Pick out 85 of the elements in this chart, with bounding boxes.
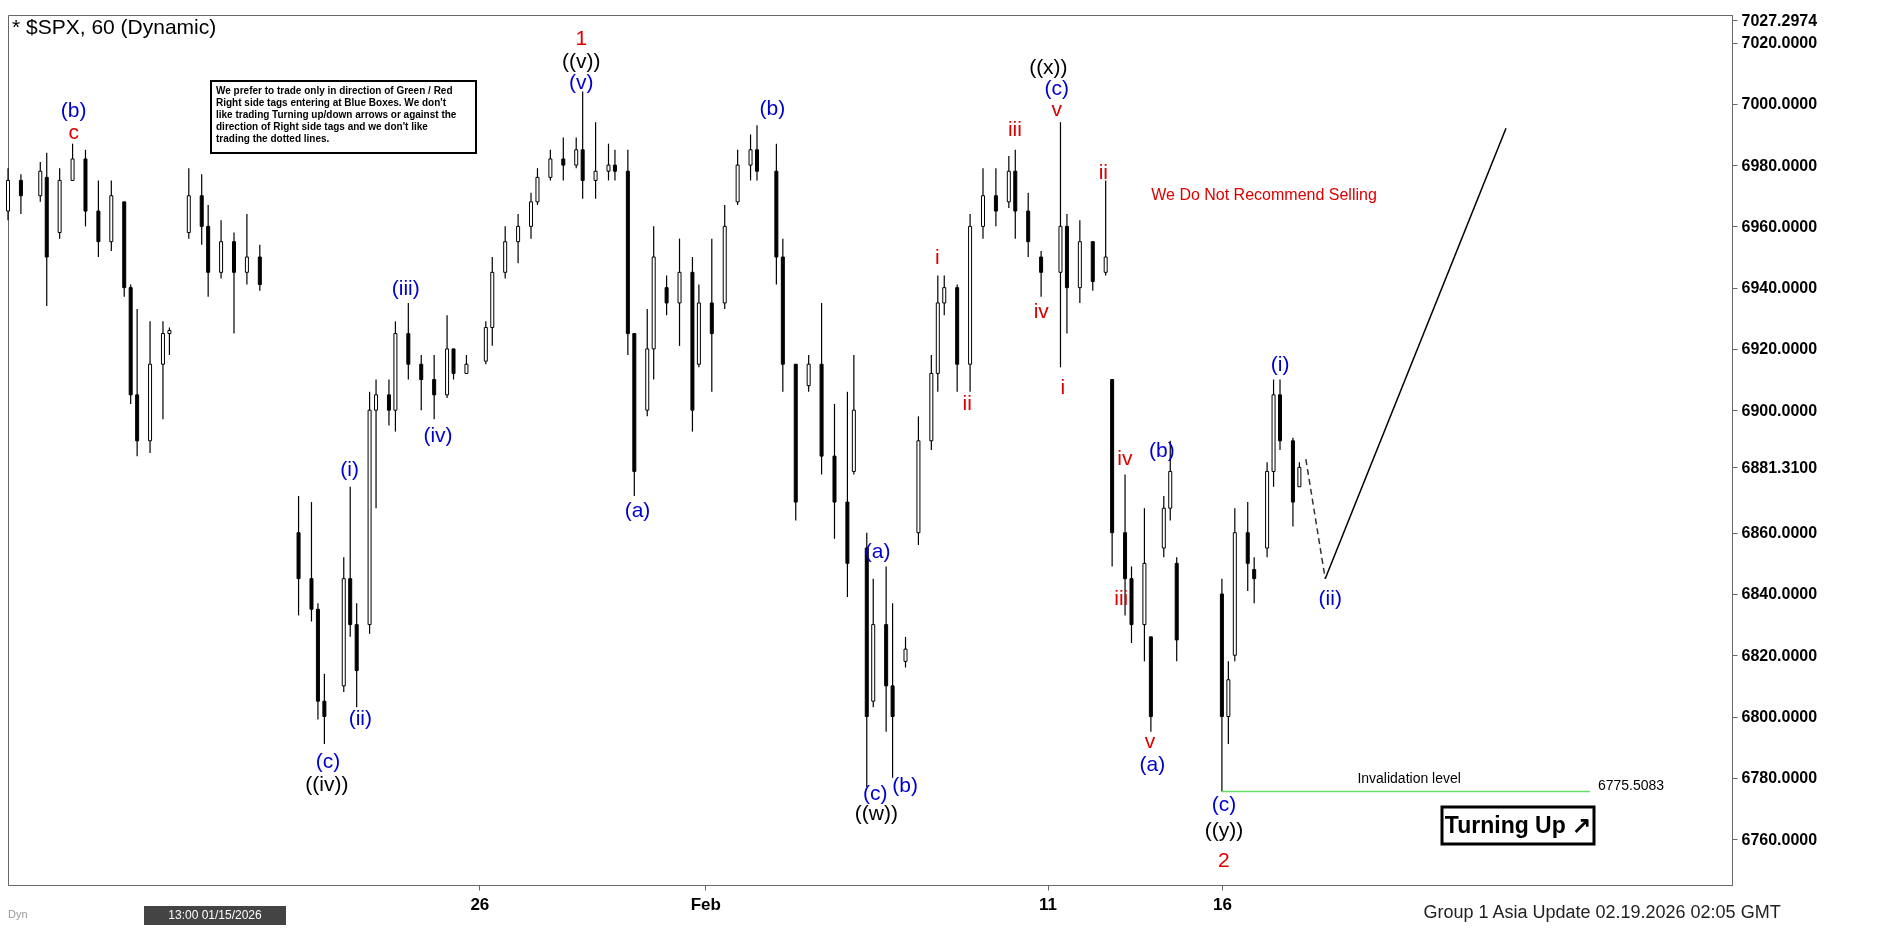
- y-tick-label: 6940.0000: [1741, 279, 1818, 297]
- annotation: (c): [1211, 792, 1237, 816]
- y-tick-label: 6760.0000: [1741, 830, 1818, 848]
- y-tick-label: 6900.0000: [1741, 401, 1818, 419]
- candlestick: [612, 149, 617, 182]
- data-label: 6775.5083: [1597, 776, 1665, 793]
- candlestick: [374, 378, 379, 509]
- annotation: iii: [1007, 117, 1022, 141]
- annotation: ((x)): [1029, 54, 1068, 78]
- candlestick: [1103, 179, 1108, 276]
- y-tick-label: 7027.2974: [1741, 11, 1818, 29]
- candlestick: [1039, 250, 1044, 298]
- annotation: (b): [60, 98, 87, 122]
- candlestick: [386, 378, 391, 427]
- x-tick-label: 26: [470, 894, 490, 914]
- candlestick: [755, 124, 759, 182]
- annotation: (iii): [391, 275, 420, 299]
- x-tick-label: Feb: [690, 894, 721, 914]
- candlestick: [806, 354, 811, 393]
- candlestick: [664, 274, 669, 316]
- candlestick: [1297, 461, 1302, 488]
- series-label: Invalidation level: [1357, 769, 1461, 786]
- annotation: c: [68, 119, 79, 143]
- annotation: iv: [1033, 299, 1050, 323]
- y-tick-label: 6780.0000: [1741, 769, 1818, 787]
- text: 13:00 01/15/2026: [168, 908, 263, 922]
- candlestick: [464, 354, 469, 375]
- annotation: v: [1144, 728, 1156, 752]
- text: Dyn: [8, 908, 28, 920]
- y-tick-label: 6840.0000: [1741, 585, 1818, 603]
- annotation: (b): [892, 773, 918, 797]
- annotation: ii: [962, 391, 972, 415]
- annotation: We prefer to trade only in direction of Green / Red Right side tags entering at Blue Boxes. We don't like trading Turning up/down arrows or against the direction of Right side tags and we don't like trading the dotted lines.: [216, 85, 457, 144]
- y-tick-label: 6960.0000: [1741, 217, 1818, 235]
- y-tick-label: 6881.3100: [1741, 458, 1818, 476]
- text: Group 1 Asia Update 02.19.2026 02:05 GMT: [1423, 902, 1781, 922]
- candlestick: [606, 143, 611, 182]
- annotation: ii: [1098, 159, 1108, 183]
- x-tick-label: 11: [1039, 894, 1058, 914]
- candlestick: [70, 143, 75, 182]
- candlestick: [244, 213, 249, 286]
- x-tick-label: 16: [1212, 894, 1232, 914]
- annotation: (i): [1270, 352, 1290, 376]
- annotation: (ii): [1318, 586, 1342, 610]
- y-tick-label: 6800.0000: [1741, 708, 1818, 726]
- candlestick: [322, 673, 327, 745]
- candlestick: [903, 636, 908, 669]
- candlestick: [516, 213, 521, 264]
- candlestick: [561, 136, 566, 182]
- candlestick: [419, 354, 424, 411]
- candlestick: [18, 173, 23, 215]
- y-tick-label: 6920.0000: [1741, 340, 1818, 358]
- y-tick-label: 7000.0000: [1741, 95, 1818, 113]
- annotation: (iv): [423, 422, 453, 446]
- annotation: i: [934, 245, 940, 269]
- annotation: (i): [340, 456, 359, 480]
- annotation: (a): [1139, 752, 1166, 776]
- candlestick: [942, 274, 947, 316]
- annotation: (c): [315, 748, 341, 772]
- annotation: Turning Up ↗: [1444, 812, 1592, 838]
- candlestick: [574, 136, 579, 169]
- candlestick: [1252, 556, 1257, 604]
- candlestick: [167, 326, 172, 356]
- annotation: iv: [1117, 446, 1133, 470]
- annotation: i: [1060, 374, 1066, 398]
- y-tick-label: 6820.0000: [1741, 646, 1818, 664]
- annotation: We Do Not Recommend Selling: [1151, 186, 1377, 203]
- annotation: (ii): [348, 706, 373, 730]
- y-tick-label: 6980.0000: [1741, 156, 1818, 174]
- annotation: ((v)): [562, 49, 601, 73]
- annotation: (b): [759, 96, 786, 120]
- annotation: v: [1051, 97, 1063, 121]
- annotation: (a): [624, 498, 651, 522]
- candlestick: [993, 167, 998, 227]
- annotation: 2: [1218, 848, 1230, 872]
- candlestick: [748, 133, 753, 182]
- annotation: ((y)): [1204, 817, 1244, 841]
- chart-title: * $SPX, 60 (Dynamic): [12, 15, 217, 38]
- candlestick: [548, 149, 553, 182]
- annotation: ((iv)): [305, 772, 349, 796]
- y-tick-label: 6860.0000: [1741, 524, 1818, 542]
- y-tick-label: 7020.0000: [1741, 34, 1818, 52]
- candlestick: [593, 121, 598, 200]
- candlestick: [432, 354, 437, 420]
- annotation: 1: [575, 25, 588, 49]
